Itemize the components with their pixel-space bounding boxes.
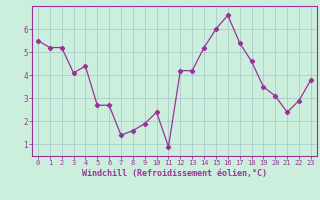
X-axis label: Windchill (Refroidissement éolien,°C): Windchill (Refroidissement éolien,°C)	[82, 169, 267, 178]
